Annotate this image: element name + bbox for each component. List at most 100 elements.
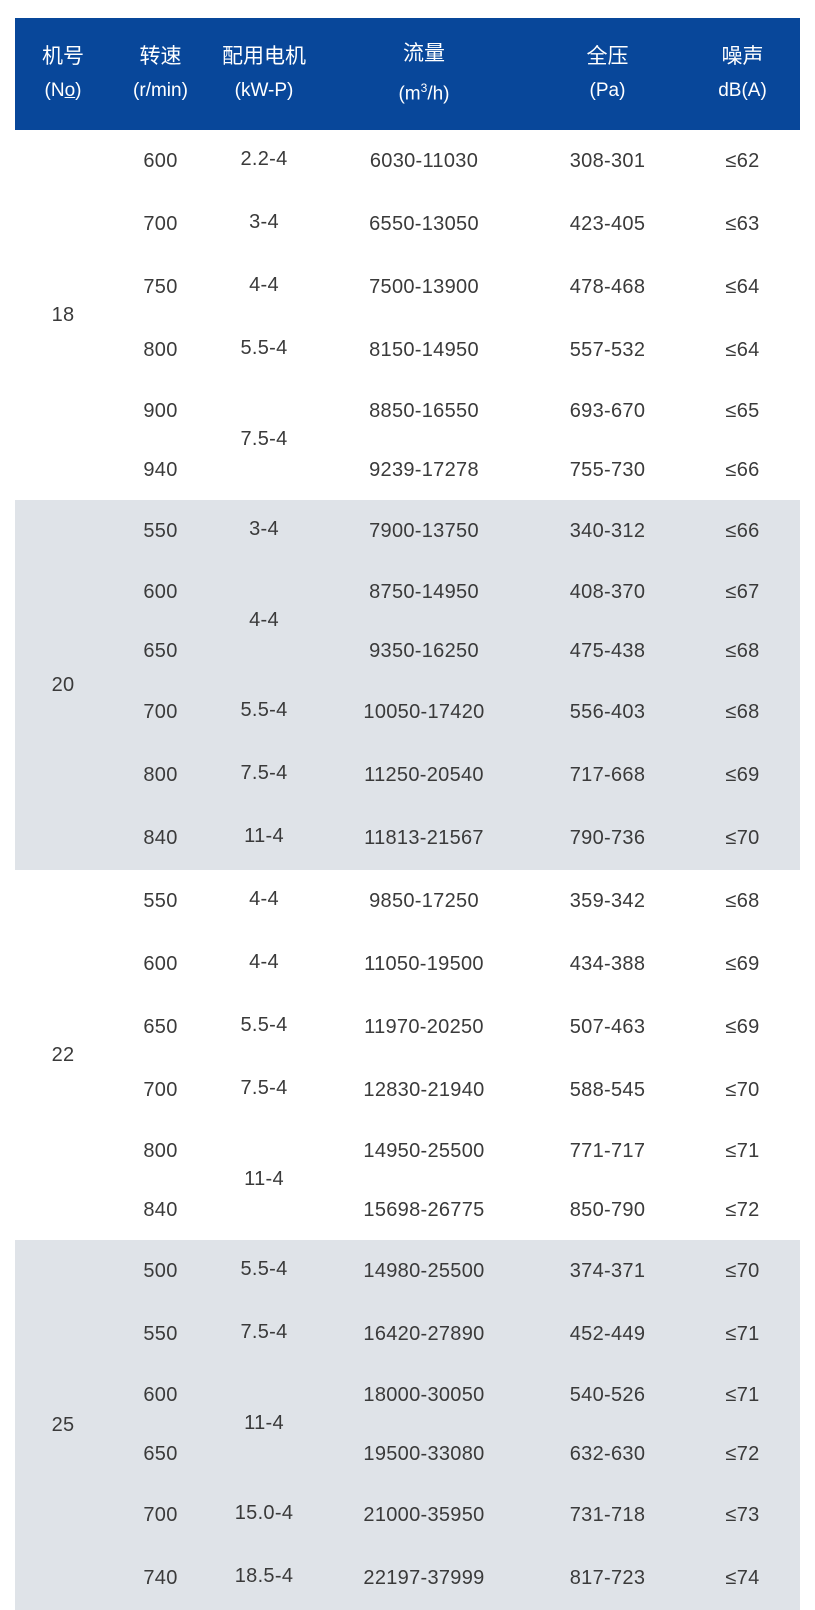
motor-cell: 2.2-4 bbox=[240, 148, 288, 170]
flow-cell: 9350-16250 bbox=[318, 622, 530, 681]
motor-cell: 11-4 bbox=[244, 1167, 284, 1190]
speed-cell: 650 bbox=[111, 622, 210, 681]
noise-cell: ≤72 bbox=[725, 1199, 760, 1221]
table-row: 20 550 3-4 7900-13750 340-312 ≤66 bbox=[15, 500, 800, 870]
speed-cell: 600 bbox=[143, 953, 178, 975]
header-title: 配用电机 bbox=[222, 45, 306, 68]
table-row: 22 550 4-4 9850-17250 359-342 ≤68 bbox=[15, 870, 800, 1066]
table-body: 18 600 2.2-4 6030-11030 308-301 ≤62 700 3-4 6550… bbox=[15, 130, 800, 1610]
pressure-cell: 478-468 bbox=[569, 276, 646, 298]
table-row: 800 5.5-4 8150-14950 557-532 ≤64 bbox=[15, 319, 800, 382]
flow-cell: 14950-25500 bbox=[363, 1140, 485, 1162]
header-title: 机号 bbox=[42, 45, 84, 68]
pressure-cell: 540-526 bbox=[530, 1366, 685, 1425]
speed-cell: 840 bbox=[111, 807, 210, 870]
header-unit: (No) bbox=[44, 80, 82, 101]
table-row: 700 7.5-4 12830-21940 588-545 ≤70 bbox=[15, 1059, 800, 1122]
motor-cell: 15.0-4 bbox=[210, 1484, 318, 1547]
noise-cell: ≤68 bbox=[685, 681, 800, 744]
header-unit: (Pa) bbox=[589, 80, 626, 101]
table-row: 900 7.5-4 8850-16550 693-670 ≤65 bbox=[15, 382, 800, 450]
flow-cell: 11970-20250 bbox=[364, 1016, 484, 1038]
flow-cell: 7900-13750 bbox=[318, 500, 530, 563]
motor-cell: 5.5-4 bbox=[240, 1014, 288, 1036]
speed-cell: 800 bbox=[111, 744, 210, 807]
noise-cell: ≤71 bbox=[685, 1303, 800, 1366]
noise-cell: ≤73 bbox=[685, 1484, 800, 1547]
flow-cell: 15698-26775 bbox=[363, 1199, 485, 1221]
pressure-cell: 817-723 bbox=[530, 1547, 685, 1610]
pressure-cell: 850-790 bbox=[569, 1199, 646, 1221]
noise-cell: ≤71 bbox=[725, 1140, 760, 1162]
pressure-cell: 588-545 bbox=[569, 1079, 646, 1101]
noise-cell: ≤64 bbox=[725, 339, 760, 361]
speed-cell: 500 bbox=[111, 1240, 210, 1303]
motor-cell: 11-4 bbox=[210, 1366, 318, 1484]
flow-cell: 16420-27890 bbox=[318, 1303, 530, 1366]
motor-cell: 7.5-4 bbox=[210, 744, 318, 807]
noise-cell: ≤69 bbox=[725, 953, 760, 975]
speed-cell: 600 bbox=[143, 150, 178, 172]
flow-cell: 8750-14950 bbox=[318, 563, 530, 622]
pressure-cell: 755-730 bbox=[569, 459, 646, 481]
table-row: 650 19500-33080 632-630 ≤72 bbox=[15, 1425, 800, 1484]
motor-cell: 18.5-4 bbox=[210, 1547, 318, 1610]
table-row: 840 15698-26775 850-790 ≤72 bbox=[15, 1181, 800, 1240]
header-noise: 噪声 dB(A) bbox=[685, 18, 800, 130]
header-unit: (r/min) bbox=[133, 80, 188, 101]
noise-cell: ≤68 bbox=[725, 890, 760, 912]
speed-cell: 550 bbox=[111, 500, 210, 563]
header-speed: 转速 (r/min) bbox=[111, 18, 210, 130]
noise-cell: ≤63 bbox=[725, 213, 760, 235]
noise-cell: ≤67 bbox=[685, 563, 800, 622]
table-row: 940 9239-17278 755-730 ≤66 bbox=[15, 441, 800, 500]
motor-cell: 4-4 bbox=[249, 274, 279, 296]
noise-cell: ≤65 bbox=[725, 400, 760, 422]
header-unit: dB(A) bbox=[718, 80, 767, 101]
noise-cell: ≤74 bbox=[685, 1547, 800, 1610]
speed-cell: 700 bbox=[143, 1079, 178, 1101]
table-row: 650 9350-16250 475-438 ≤68 bbox=[15, 622, 800, 681]
motor-cell: 5.5-4 bbox=[210, 681, 318, 744]
header-pressure: 全压 (Pa) bbox=[530, 18, 685, 130]
flow-cell: 12830-21940 bbox=[363, 1079, 485, 1101]
pressure-cell: 434-388 bbox=[569, 953, 646, 975]
header-row: 机号 (No) 转速 (r/min) 配用电机 (kW-P) 流量 (m3/h) 全压 (… bbox=[15, 18, 800, 130]
pressure-cell: 423-405 bbox=[569, 213, 646, 235]
flow-cell: 19500-33080 bbox=[318, 1425, 530, 1484]
flow-cell: 11813-21567 bbox=[318, 807, 530, 870]
speed-cell: 550 bbox=[143, 890, 178, 912]
flow-cell: 6550-13050 bbox=[369, 213, 479, 235]
header-motor: 配用电机 (kW-P) bbox=[210, 18, 318, 130]
speed-cell: 750 bbox=[143, 276, 178, 298]
flow-cell: 22197-37999 bbox=[318, 1547, 530, 1610]
table-row: 25 500 5.5-4 14980-25500 374-371 ≤70 bbox=[15, 1240, 800, 1610]
motor-cell: 5.5-4 bbox=[210, 1240, 318, 1303]
noise-cell: ≤62 bbox=[725, 150, 760, 172]
speed-cell: 600 bbox=[111, 1366, 210, 1425]
noise-cell: ≤70 bbox=[685, 1240, 800, 1303]
pressure-cell: 359-342 bbox=[569, 890, 646, 912]
header-unit: (kW-P) bbox=[234, 80, 294, 101]
speed-cell: 650 bbox=[143, 1016, 178, 1038]
noise-cell: ≤69 bbox=[725, 1016, 760, 1038]
table-row: 700 15.0-4 21000-35950 731-718 ≤73 bbox=[15, 1484, 800, 1547]
table-row: 600 4-4 8750-14950 408-370 ≤67 bbox=[15, 563, 800, 681]
motor-cell: 7.5-4 bbox=[240, 427, 288, 450]
pressure-cell: 731-718 bbox=[530, 1484, 685, 1547]
header-title: 全压 bbox=[586, 45, 629, 68]
motor-cell: 5.5-4 bbox=[240, 337, 288, 359]
motor-cell: 4-4 bbox=[249, 951, 279, 973]
noise-cell: ≤72 bbox=[685, 1425, 800, 1484]
header-title: 噪声 bbox=[721, 45, 764, 68]
motor-cell: 7.5-4 bbox=[240, 1077, 288, 1099]
speed-cell: 800 bbox=[143, 1140, 178, 1162]
table-row: 650 5.5-4 11970-20250 507-463 ≤69 bbox=[15, 996, 800, 1059]
header-flow: 流量 (m3/h) bbox=[318, 18, 530, 130]
pressure-cell: 452-449 bbox=[530, 1303, 685, 1366]
table-row: 700 5.5-4 10050-17420 556-403 ≤68 bbox=[15, 681, 800, 744]
flow-cell: 14980-25500 bbox=[318, 1240, 530, 1303]
flow-cell: 18000-30050 bbox=[318, 1366, 530, 1425]
flow-cell: 9239-17278 bbox=[369, 459, 479, 481]
table-row: 700 3-4 6550-13050 423-405 ≤63 bbox=[15, 193, 800, 256]
